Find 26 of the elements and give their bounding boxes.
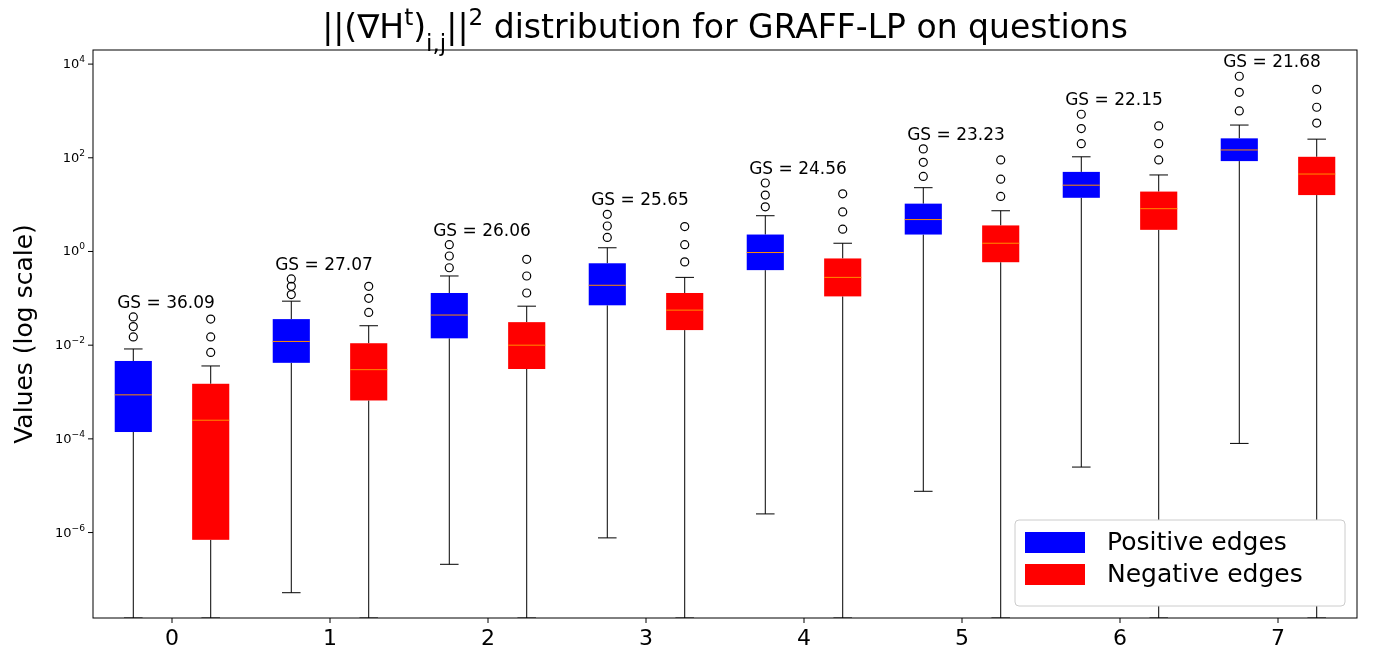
- x-tick-label: 7: [1271, 625, 1285, 650]
- y-tick-label: 10$^{−6}$: [55, 522, 86, 540]
- annotation: GS = 36.09: [117, 291, 215, 312]
- annotation: GS = 27.07: [275, 253, 373, 274]
- y-tick-label: 10$^{−2}$: [55, 334, 85, 352]
- annotation: GS = 24.56: [749, 157, 847, 178]
- y-tick-label: 10$^{0}$: [62, 240, 86, 258]
- x-tick-label: 5: [955, 625, 969, 650]
- x-tick-label: 1: [323, 625, 337, 650]
- x-tick-label: 4: [797, 625, 811, 650]
- legend-label: Negative edges: [1107, 559, 1303, 588]
- y-tick-label: 10$^{4}$: [62, 53, 86, 71]
- x-tick-label: 0: [165, 625, 179, 650]
- legend-label: Positive edges: [1107, 527, 1287, 556]
- y-tick-label: 10$^{−4}$: [55, 428, 86, 446]
- y-axis-title: Values (log scale): [9, 224, 38, 444]
- x-tick-label: 6: [1113, 625, 1127, 650]
- x-tick-label: 2: [481, 625, 495, 650]
- annotation: GS = 25.65: [591, 189, 689, 210]
- x-tick-label: 3: [639, 625, 653, 650]
- annotation: GS = 22.15: [1065, 89, 1163, 110]
- annotation: GS = 26.06: [433, 219, 531, 240]
- annotation: GS = 21.68: [1223, 51, 1321, 72]
- chart-title: ||(∇H$^{t}$)$_{i,j}$||$^{2}$ distribution for GRAFF-LP on questions: [322, 4, 1128, 56]
- y-tick-label: 10$^{2}$: [62, 147, 85, 165]
- annotation: GS = 23.23: [907, 123, 1005, 144]
